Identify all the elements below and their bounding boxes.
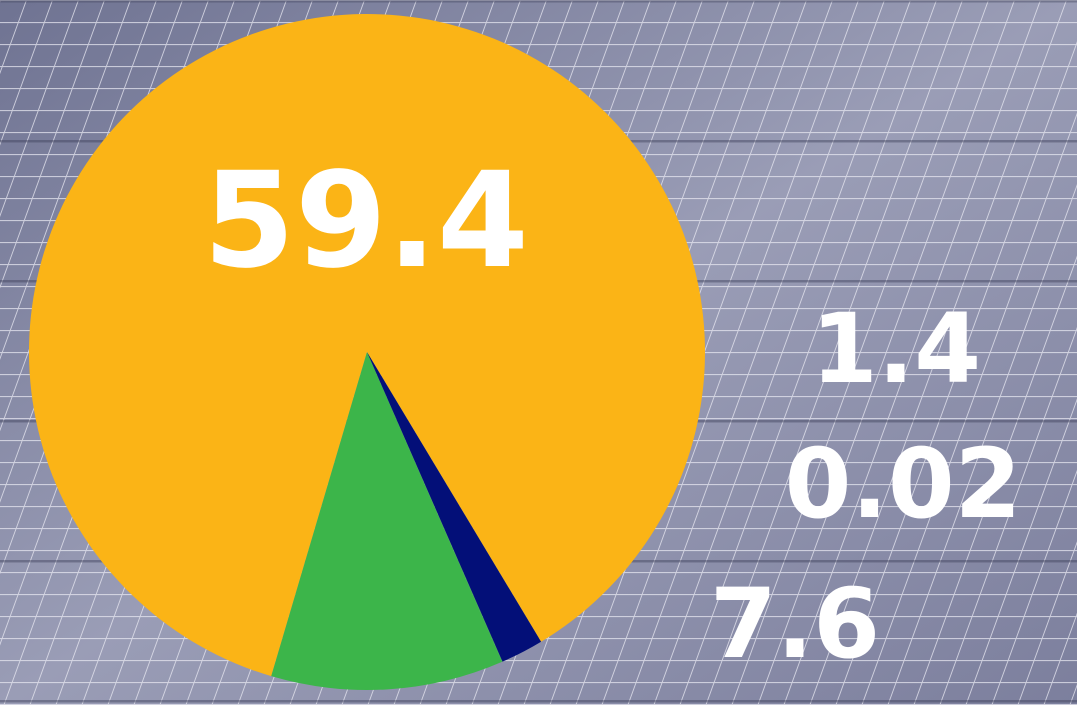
pie-slice-59-4 [28, 13, 705, 677]
data-label-59-4: 59.4 [203, 144, 529, 298]
data-label-7-6: 7.6 [710, 568, 880, 680]
data-label-0-02: 0.02 [785, 428, 1022, 540]
pie-slice-7-6 [271, 352, 502, 691]
pie-data-labels: 59.4 1.4 0.02 7.6 [203, 144, 1021, 680]
pie-slices [28, 13, 705, 691]
pie-slice-1-4 [367, 352, 542, 662]
data-label-1-4: 1.4 [811, 293, 981, 405]
pie-slice-0-02 [367, 352, 503, 662]
